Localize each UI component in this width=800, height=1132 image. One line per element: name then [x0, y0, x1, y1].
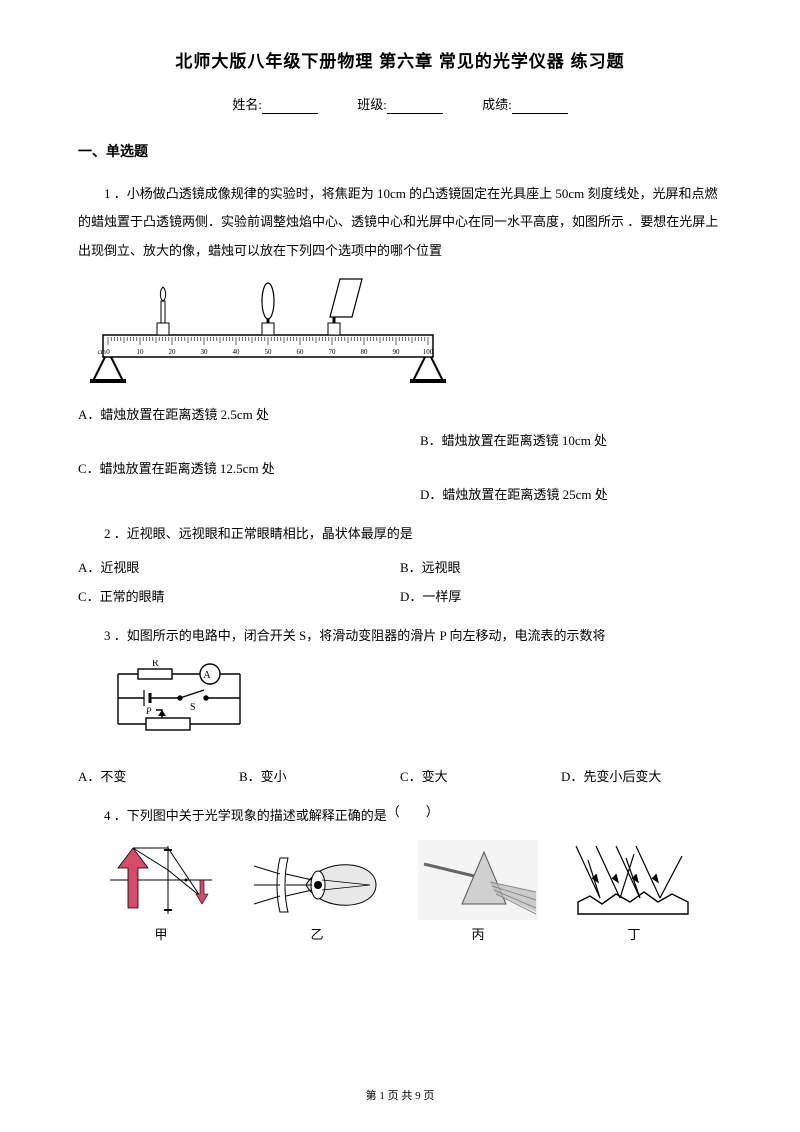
- q1-optB: B．蜡烛放置在距离透镜 10cm 处: [400, 427, 722, 456]
- score-underline: [512, 100, 568, 114]
- q3-optC: C．变大: [400, 763, 561, 792]
- q4-panel-d: 丁: [574, 840, 694, 944]
- name-label: 姓名:: [232, 97, 262, 112]
- q3-figure: R A S P: [78, 658, 722, 751]
- svg-text:10: 10: [137, 348, 145, 356]
- label-A: A: [203, 670, 211, 681]
- q1-options: A．蜡烛放置在距离透镜 2.5cm 处 B．蜡烛放置在距离透镜 10cm 处 C…: [78, 401, 722, 510]
- score-field: 成绩:: [482, 96, 568, 114]
- q1-text: 1 ．小杨做凸透镜成像规律的实验时，将焦距为 10cm 的凸透镜固定在光具座上 …: [78, 180, 722, 266]
- q1-optD: D．蜡烛放置在距离透镜 25cm 处: [400, 481, 722, 510]
- circuit-diagram: R A S P: [108, 660, 258, 740]
- svg-text:90: 90: [393, 348, 401, 356]
- name-underline: [262, 100, 318, 114]
- svg-text:20: 20: [169, 348, 177, 356]
- svg-text:40: 40: [233, 348, 241, 356]
- optical-bench-diagram: 0 10 20 30 40 50 60 70 80 90 100 cm: [88, 273, 448, 383]
- svg-text:100: 100: [423, 348, 434, 356]
- svg-text:cm: cm: [97, 348, 106, 356]
- svg-text:50: 50: [265, 348, 273, 356]
- class-underline: [387, 100, 443, 114]
- screen-icon: [328, 279, 362, 335]
- label-P: P: [145, 706, 152, 716]
- q4-label-d: 丁: [574, 926, 694, 944]
- q2-text: 2 ．近视眼、远视眼和正常眼睛相比，晶状体最厚的是: [78, 520, 722, 549]
- label-R: R: [152, 660, 159, 669]
- class-label: 班级:: [357, 97, 387, 112]
- q4-text: 4 ．下列图中关于光学现象的描述或解释正确的是（ ）: [78, 802, 722, 831]
- page-footer: 第 1 页 共 9 页: [0, 1089, 800, 1104]
- q3-text: 3 ．如图所示的电路中，闭合开关 S，将滑动变阻器的滑片 P 向左移动，电流表的…: [78, 622, 722, 651]
- q4-figures: 甲 乙: [78, 840, 722, 944]
- class-field: 班级:: [357, 96, 443, 114]
- q2-options: A．近视眼 B．远视眼 C．正常的眼睛 D．一样厚: [78, 554, 722, 611]
- q1-figure: 0 10 20 30 40 50 60 70 80 90 100 cm: [78, 273, 722, 388]
- q2-optD: D．一样厚: [400, 583, 722, 612]
- q3-optA: A．不变: [78, 763, 239, 792]
- q4-label-c: 丙: [418, 926, 538, 944]
- q3-optD: D．先变小后变大: [561, 763, 722, 792]
- q2-optB: B．远视眼: [400, 554, 722, 583]
- q4-text-pre: 4 ．下列图中关于光学现象的描述或解释正确的是: [104, 808, 387, 823]
- q4-panel-b: 乙: [252, 850, 382, 944]
- candle-icon: [157, 287, 169, 335]
- svg-text:60: 60: [297, 348, 305, 356]
- q4-label-a: 甲: [106, 926, 216, 944]
- svg-text:80: 80: [361, 348, 369, 356]
- q2-optA: A．近视眼: [78, 554, 400, 583]
- q4-label-b: 乙: [252, 926, 382, 944]
- q3-optB: B．变小: [239, 763, 400, 792]
- label-S: S: [190, 702, 196, 713]
- q1-optA: A．蜡烛放置在距离透镜 2.5cm 处: [78, 401, 400, 456]
- q1-optC: C．蜡烛放置在距离透镜 12.5cm 处: [78, 455, 400, 510]
- q3-options: A．不变 B．变小 C．变大 D．先变小后变大: [78, 763, 722, 792]
- svg-text:0: 0: [106, 348, 110, 356]
- q4-paren: （ ）: [387, 804, 439, 819]
- score-label: 成绩:: [482, 97, 512, 112]
- svg-text:30: 30: [201, 348, 209, 356]
- name-field: 姓名:: [232, 96, 318, 114]
- q2-optC: C．正常的眼睛: [78, 583, 400, 612]
- q4-panel-c: 丙: [418, 840, 538, 944]
- svg-text:70: 70: [329, 348, 337, 356]
- lens-icon: [262, 283, 274, 335]
- q4-panel-a: 甲: [106, 840, 216, 944]
- section-1-header: 一、单选题: [78, 142, 722, 162]
- page-title: 北师大版八年级下册物理 第六章 常见的光学仪器 练习题: [78, 50, 722, 74]
- meta-row: 姓名: 班级: 成绩:: [78, 96, 722, 114]
